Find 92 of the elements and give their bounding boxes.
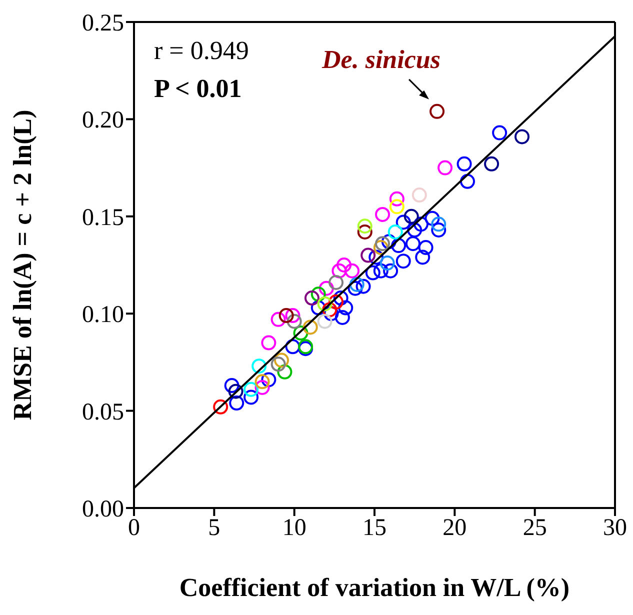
point (407, 222, 422, 238)
point (344, 263, 360, 278)
point (424, 210, 440, 226)
point (318, 280, 334, 296)
point (357, 218, 372, 234)
point (389, 199, 404, 214)
point (336, 258, 352, 272)
point (389, 191, 404, 206)
point (460, 174, 475, 189)
point (304, 290, 320, 306)
point (456, 156, 472, 172)
point (431, 216, 446, 232)
point (405, 236, 420, 252)
point (244, 390, 259, 405)
y-tick-label: 0.25 (82, 10, 124, 37)
x-axis-title: Coefficient of variation in W/L (%) (179, 573, 570, 602)
point (438, 160, 453, 176)
point (228, 384, 244, 399)
point (334, 310, 350, 325)
point (293, 326, 308, 341)
point (229, 396, 244, 411)
point (388, 224, 403, 240)
annotation: De. sinicus (322, 45, 440, 76)
point (270, 312, 286, 327)
point (373, 263, 388, 278)
point (356, 278, 371, 294)
point (244, 382, 259, 397)
point (418, 240, 434, 256)
point (396, 254, 411, 269)
point (286, 314, 302, 329)
point (375, 236, 390, 252)
point (317, 296, 332, 312)
point (328, 294, 344, 310)
point (365, 265, 380, 280)
point (270, 356, 286, 372)
point (338, 300, 354, 316)
x-tick-label: 30 (603, 515, 627, 542)
point (396, 214, 411, 230)
point (278, 308, 294, 324)
y-tick-label: 0.05 (82, 399, 124, 426)
point (274, 352, 290, 368)
point (381, 234, 396, 250)
point (484, 156, 500, 172)
point (261, 335, 276, 350)
point (213, 399, 228, 414)
point (332, 263, 347, 278)
point (492, 125, 508, 140)
point (375, 206, 390, 222)
point (348, 280, 363, 296)
point (373, 240, 388, 256)
point (380, 256, 395, 271)
y-axis-title: RMSE of ln(A) = c + 2 ln(L) (8, 110, 38, 420)
point (391, 238, 406, 254)
point (302, 320, 318, 335)
point (261, 372, 276, 388)
point (285, 308, 300, 324)
annotation: P < 0.01 (154, 74, 242, 104)
y-tick-label: 0.15 (82, 204, 124, 231)
point (333, 290, 348, 306)
point (254, 380, 270, 395)
point (252, 358, 267, 374)
point (322, 302, 338, 318)
x-tick-label: 0 (128, 515, 140, 542)
point (310, 286, 326, 302)
point (383, 263, 398, 278)
point (412, 188, 427, 203)
point (431, 222, 446, 238)
point (404, 208, 419, 224)
point (224, 378, 240, 394)
point (328, 274, 344, 290)
point (349, 276, 364, 292)
y-tick-label: 0.10 (82, 302, 124, 328)
point (413, 216, 428, 232)
point (360, 248, 376, 263)
point (514, 129, 530, 144)
x-tick-label: 25 (522, 515, 547, 542)
point (277, 364, 292, 380)
point (430, 104, 445, 119)
point (317, 314, 332, 329)
annotation: r = 0.949 (154, 36, 249, 66)
point (415, 250, 430, 265)
point (285, 339, 300, 354)
point (368, 250, 384, 265)
point (357, 224, 372, 240)
x-tick-label: 15 (362, 515, 386, 542)
point (254, 374, 270, 390)
y-tick-label: 0.20 (82, 108, 124, 134)
y-tick-label: 0.00 (82, 496, 124, 523)
point (310, 300, 326, 316)
x-tick-label: 10 (282, 515, 306, 542)
x-tick-label: 5 (208, 515, 220, 542)
x-tick-label: 20 (442, 515, 467, 542)
